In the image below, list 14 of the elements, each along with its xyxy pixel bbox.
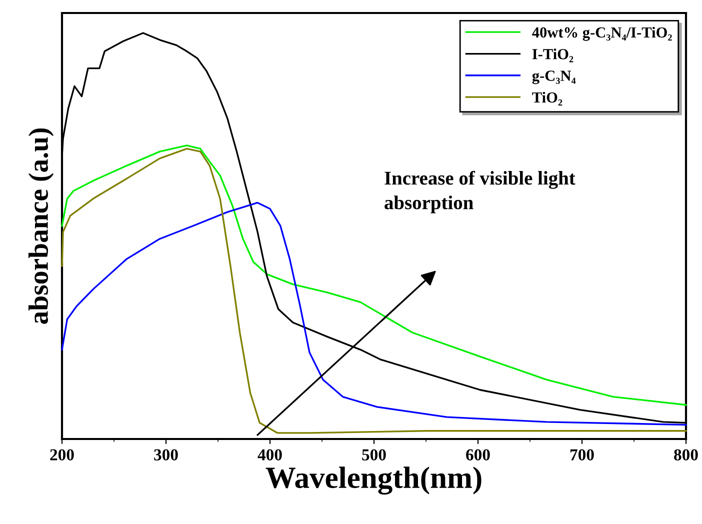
x-tick-label: 300 bbox=[154, 449, 178, 460]
legend-label: TiO₂ bbox=[532, 92, 562, 106]
x-tick-label: 600 bbox=[466, 449, 490, 460]
x-tick-label: 400 bbox=[258, 449, 282, 460]
x-tick-label: 700 bbox=[570, 449, 594, 460]
x-tick-label: 800 bbox=[674, 449, 698, 460]
x-axis-title: Wavelength(nm) bbox=[266, 466, 482, 495]
y-axis-title: absorbance (a.u) bbox=[28, 128, 54, 324]
annotation: Increase of visible light absorption bbox=[384, 170, 576, 214]
legend-label: I-TiO₂ bbox=[532, 48, 574, 62]
x-tick-label: 500 bbox=[362, 449, 386, 460]
legend-label: 40wt% g-C₃N₄/I-TiO₂ bbox=[532, 26, 672, 41]
x-tick-label: 200 bbox=[50, 449, 74, 460]
legend-label: g-C₃N₄ bbox=[532, 70, 576, 84]
